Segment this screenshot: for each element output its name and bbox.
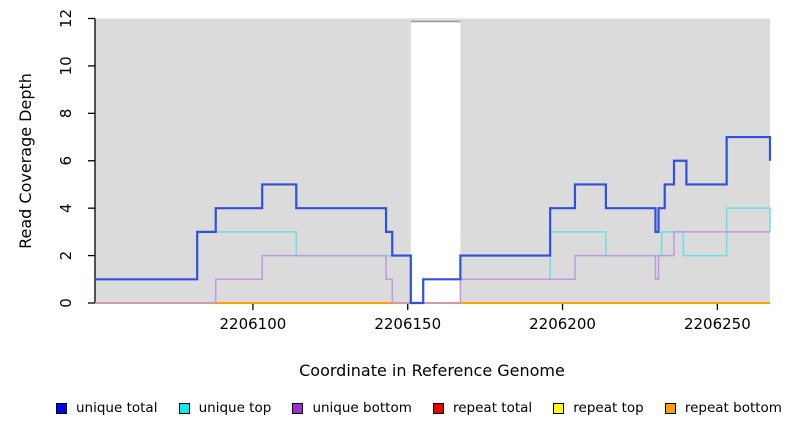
y-tick-label: 10 <box>57 56 75 75</box>
legend-swatch-icon <box>553 402 565 414</box>
legend-label: unique total <box>76 400 158 416</box>
legend-label: repeat total <box>452 400 533 416</box>
y-tick-label: 6 <box>57 156 75 166</box>
y-tick-label: 4 <box>57 203 75 213</box>
x-axis-title: Coordinate in Reference Genome <box>299 361 565 380</box>
x-tick-label: 2206250 <box>684 315 751 333</box>
legend-swatch-icon <box>292 402 304 414</box>
legend-item-repeat-bottom: repeat bottom <box>664 400 782 416</box>
legend-swatch-icon <box>664 402 676 414</box>
legend-item-unique-top: unique top <box>178 400 272 416</box>
legend-label: repeat top <box>573 400 644 416</box>
legend-swatch-icon <box>56 402 67 414</box>
legend-label: unique top <box>198 400 272 416</box>
y-tick-label: 0 <box>57 298 75 308</box>
legend-item-unique-total: unique total <box>56 400 157 416</box>
y-tick-label: 8 <box>57 109 75 119</box>
x-tick-label: 2206100 <box>220 315 287 333</box>
legend-swatch-icon <box>432 402 444 414</box>
legend-label: repeat bottom <box>684 400 782 416</box>
coverage-chart: 0 2 4 6 8 10 12 2206100 2206150 2206200 2206250 Co… <box>16 9 772 380</box>
legend-item-repeat-total: repeat total <box>432 400 533 416</box>
legend-item-repeat-top: repeat top <box>553 400 644 416</box>
series-line-unique-total <box>95 135 772 305</box>
series-line-unique-bottom <box>95 231 770 304</box>
legend-label: unique bottom <box>312 400 412 416</box>
x-tick-label: 2206150 <box>374 315 441 333</box>
legend-swatch-icon <box>178 402 190 414</box>
legend-item-unique-bottom: unique bottom <box>292 400 412 416</box>
coverage-gap-region <box>410 21 461 303</box>
x-tick-label: 2206200 <box>529 315 596 333</box>
y-axis-title: Read Coverage Depth <box>16 73 35 249</box>
chart-legend: unique total unique top unique bottom repea… <box>0 396 792 420</box>
y-tick-label: 12 <box>57 9 75 28</box>
y-tick-label: 2 <box>57 251 75 261</box>
